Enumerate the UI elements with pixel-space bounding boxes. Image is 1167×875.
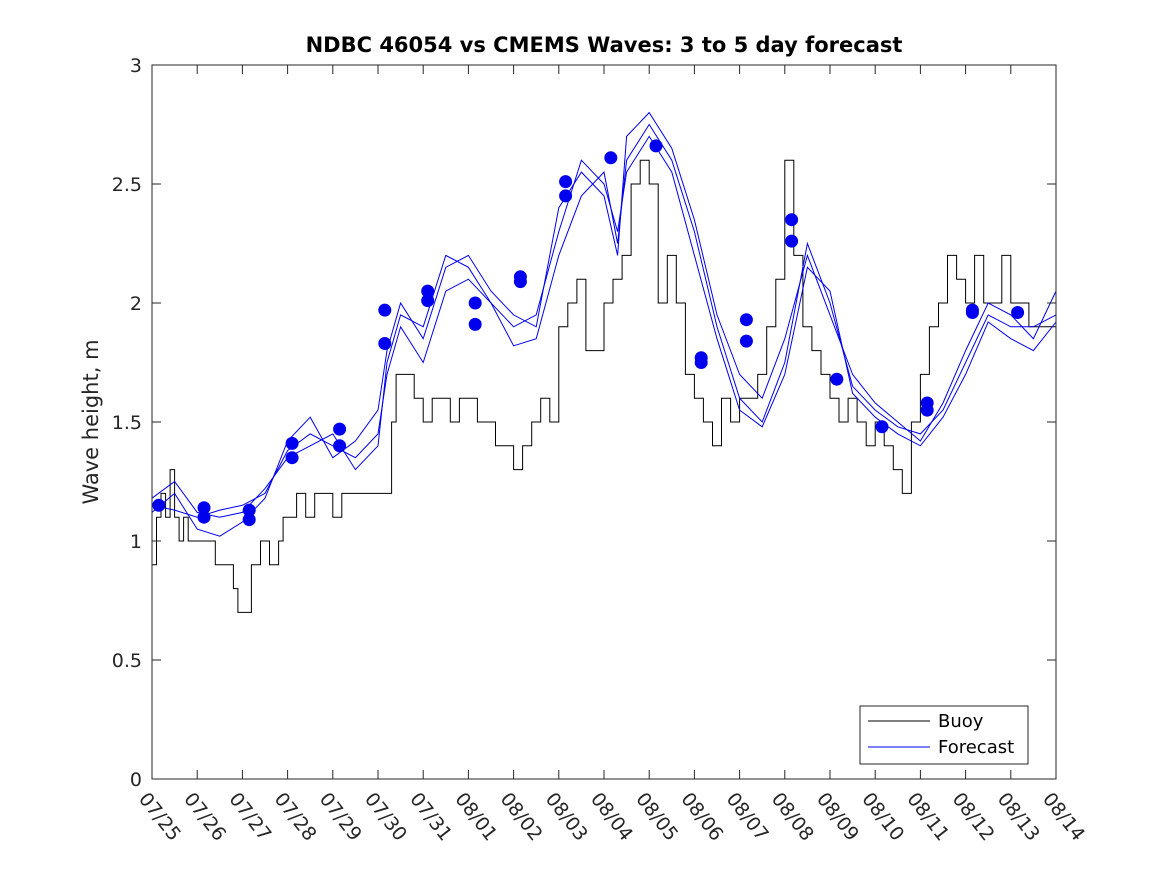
forecast-series-line-3	[151, 135, 1057, 518]
x-tick-label: 08/14	[1038, 789, 1089, 846]
forecast-marker	[468, 296, 482, 310]
x-tick-label: 07/28	[270, 789, 321, 846]
forecast-marker	[333, 422, 347, 436]
forecast-marker	[378, 303, 392, 317]
forecast-marker	[739, 313, 753, 327]
forecast-marker	[285, 451, 299, 465]
x-tick-label: 08/07	[722, 789, 773, 846]
forecast-marker	[152, 498, 166, 512]
y-tick-label: 2.5	[112, 174, 142, 196]
forecast-marker	[559, 189, 573, 203]
y-tick-label: 3	[130, 55, 142, 77]
forecast-marker	[785, 213, 799, 227]
legend-forecast-label: Forecast	[938, 737, 1014, 758]
x-tick-label: 08/10	[857, 789, 908, 846]
forecast-marker	[604, 151, 618, 165]
forecast-marker	[242, 503, 256, 517]
x-tick-label: 08/05	[631, 789, 682, 846]
legend-buoy-label: Buoy	[938, 711, 984, 732]
y-axis: 0 0.5 1 1.5 2 2.5 3	[112, 55, 1056, 791]
forecast-marker	[468, 317, 482, 331]
forecast-marker	[559, 175, 573, 189]
forecast-marker	[421, 284, 435, 298]
x-tick-label: 07/30	[360, 789, 411, 846]
forecast-marker	[421, 294, 435, 308]
forecast-marker	[333, 439, 347, 453]
y-tick-label: 0	[130, 769, 142, 791]
x-tick-label: 08/03	[541, 789, 592, 846]
x-tick-label: 08/13	[993, 789, 1044, 846]
forecast-marker	[694, 356, 708, 369]
forecast-marker	[513, 275, 527, 289]
y-tick-label: 1.5	[112, 412, 142, 434]
x-tick-label: 07/29	[315, 789, 366, 846]
y-tick-label: 1	[130, 531, 142, 553]
legend-box	[859, 705, 1029, 765]
buoy-series-line	[152, 159, 1057, 613]
x-tick-label: 08/11	[902, 789, 953, 846]
marker-layer	[152, 139, 1025, 527]
x-tick-label: 08/04	[586, 789, 637, 846]
forecast-marker	[830, 372, 844, 386]
x-tick-label: 08/06	[676, 789, 727, 846]
forecast-marker	[965, 306, 979, 319]
x-tick-label: 08/08	[767, 789, 818, 846]
x-tick-label: 08/12	[948, 789, 999, 846]
forecast-marker	[739, 334, 753, 348]
y-tick-label: 2	[130, 293, 142, 315]
x-tick-label: 08/02	[496, 789, 547, 846]
forecast-marker	[378, 337, 392, 350]
x-tick-label: 07/26	[179, 789, 230, 846]
forecast-marker	[920, 403, 934, 417]
forecast-marker	[197, 510, 211, 524]
chart-title: NDBC 46054 vs CMEMS Waves: 3 to 5 day fo…	[306, 33, 903, 57]
series-layer	[151, 111, 1057, 613]
x-tick-label: 08/01	[450, 789, 501, 846]
y-tick-label: 0.5	[112, 650, 142, 672]
legend: Buoy Forecast	[859, 705, 1029, 765]
x-tick-label: 07/27	[224, 789, 275, 846]
forecast-marker	[285, 436, 299, 450]
y-axis-title: Wave height, m	[79, 339, 103, 504]
forecast-series-line-2	[151, 111, 1057, 537]
x-tick-label: 07/25	[134, 789, 185, 846]
forecast-marker	[785, 234, 799, 248]
forecast-marker	[242, 513, 256, 527]
forecast-marker	[197, 501, 211, 515]
forecast-marker	[1011, 306, 1025, 319]
x-tick-label: 08/09	[812, 789, 863, 846]
forecast-marker	[875, 420, 889, 434]
forecast-series-line-1	[151, 123, 1057, 518]
forecast-marker	[649, 139, 663, 153]
x-tick-label: 07/31	[405, 789, 456, 846]
